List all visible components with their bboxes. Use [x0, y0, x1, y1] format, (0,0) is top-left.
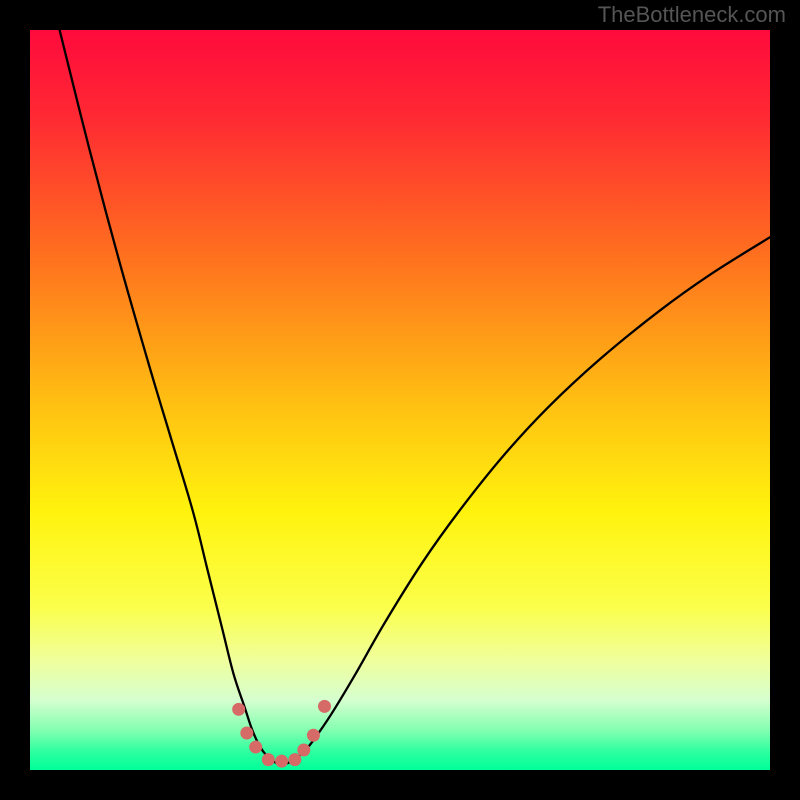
- watermark-text: TheBottleneck.com: [598, 2, 786, 28]
- optimum-marker: [288, 753, 301, 766]
- optimum-marker: [232, 703, 245, 716]
- optimum-marker: [249, 741, 262, 754]
- bottleneck-curve-chart: [0, 0, 800, 800]
- chart-container: TheBottleneck.com: [0, 0, 800, 800]
- optimum-marker: [240, 727, 253, 740]
- optimum-marker: [307, 729, 320, 742]
- optimum-marker: [297, 744, 310, 757]
- optimum-marker: [275, 755, 288, 768]
- optimum-marker: [262, 753, 275, 766]
- optimum-marker: [318, 700, 331, 713]
- plot-background: [30, 30, 770, 770]
